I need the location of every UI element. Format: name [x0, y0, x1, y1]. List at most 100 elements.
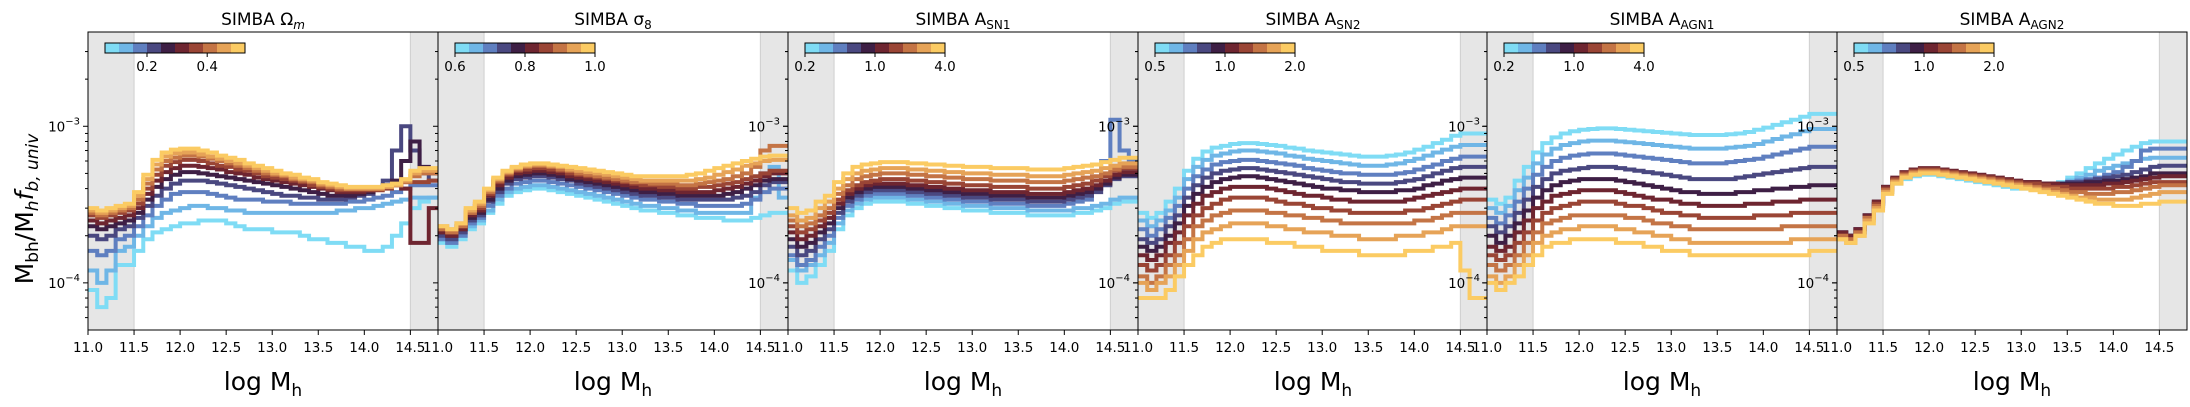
colorbar-swatch	[1518, 43, 1533, 53]
colorbar-swatch	[903, 43, 918, 53]
panel-title-main: SIMBA A	[1960, 10, 2031, 30]
x-tick-label: 13.0	[957, 340, 987, 356]
series-line-1	[88, 195, 438, 310]
colorbar-swatch	[119, 43, 134, 53]
panel-title: SIMBA AAGN1	[1610, 10, 1715, 32]
colorbar-tick-label: 1.0	[864, 59, 885, 75]
x-tick-label: 14.0	[1748, 340, 1778, 356]
x-tick-label: 13.0	[1656, 340, 1686, 356]
colorbar: 0.2 0.4	[104, 42, 246, 75]
x-tick-label: 14.5	[2144, 340, 2174, 356]
series-line-10	[88, 146, 438, 213]
series-group	[1138, 131, 1488, 301]
panel-title: SIMBA AAGN2	[1960, 10, 2065, 32]
colorbar-tick-label: 0.2	[794, 59, 815, 75]
x-axis-label-sub: h	[641, 381, 652, 401]
colorbar-tick-label: 0.6	[444, 59, 465, 75]
x-tick-label: 13.0	[607, 340, 637, 356]
panel-title-main: SIMBA A	[1265, 10, 1336, 30]
shaded-region	[438, 32, 485, 330]
colorbar-tick-label: 4.0	[934, 59, 955, 75]
x-tick-label: 11.0	[1472, 340, 1502, 356]
colorbar-swatch	[1574, 43, 1589, 53]
colorbar-swatch	[133, 43, 148, 53]
colorbar-swatch	[1910, 43, 1925, 53]
panel-title-sub: AGN1	[1680, 18, 1714, 32]
shaded-region	[1138, 32, 1185, 330]
colorbar-swatch	[847, 43, 862, 53]
colorbar-swatch	[1588, 43, 1603, 53]
x-axis-label-sub: h	[2040, 381, 2051, 401]
x-axis-label-main: log M	[1623, 367, 1691, 396]
y-tick-exponent: −4	[65, 273, 80, 284]
series-group	[88, 124, 438, 310]
y-tick-base: 10	[1098, 119, 1115, 135]
x-axis-label: log Mh	[1623, 367, 1701, 401]
x-tick-label: 14.5	[395, 340, 425, 356]
y-tick-base: 10	[1448, 119, 1465, 135]
colorbar-swatch	[175, 43, 190, 53]
series-line-2	[88, 195, 438, 285]
series-line-4	[1487, 164, 1837, 235]
x-tick-label: 12.0	[1564, 340, 1594, 356]
x-axis-label-main: log M	[1973, 367, 2041, 396]
series-group	[788, 117, 1138, 285]
panel-title-main: SIMBA A	[915, 10, 986, 30]
series-line-10	[1837, 171, 2187, 245]
colorbar-swatch	[1281, 43, 1296, 53]
y-tick-base: 10	[48, 276, 65, 292]
colorbar-swatch	[931, 43, 946, 53]
colorbar-swatch	[1882, 43, 1897, 53]
x-tick-label: 14.5	[1794, 340, 1824, 356]
panel-2: 11.0 11.5 12.0 12.5 13.0 13.5 14.0 14.510−410−3…	[423, 10, 789, 401]
panel-title-sub: AGN2	[2030, 18, 2064, 32]
colorbar: 0.5 1.0 2.0	[1144, 42, 1306, 75]
colorbar-swatch	[1980, 43, 1995, 53]
series-line-2	[438, 164, 788, 245]
x-tick-label: 11.0	[73, 340, 103, 356]
colorbar: 0.6 0.8 1.0	[444, 42, 606, 75]
colorbar-swatch	[1630, 43, 1645, 53]
panel-4: 11.0 11.5 12.0 12.5 13.0 13.5 14.0 14.510−410−3…	[1123, 10, 1489, 401]
series-group	[1837, 139, 2187, 245]
y-tick-base: 10	[1797, 119, 1814, 135]
colorbar-swatch	[553, 43, 568, 53]
x-tick-label: 11.0	[423, 340, 453, 356]
series-line-2	[1487, 127, 1837, 215]
colorbar-tick-label: 0.5	[1144, 59, 1165, 75]
panel-title-sub: 8	[644, 18, 652, 32]
colorbar-swatch	[833, 43, 848, 53]
y-tick-label-right: 10−4	[1797, 273, 1829, 292]
y-tick-label: 10−4	[48, 273, 80, 292]
colorbar-swatch	[1952, 43, 1967, 53]
colorbar-swatch	[525, 43, 540, 53]
colorbar-swatch	[1532, 43, 1547, 53]
x-tick-label: 14.0	[2098, 340, 2128, 356]
x-tick-label: 12.0	[515, 340, 545, 356]
colorbar: 0.5 1.0 2.0	[1843, 42, 2005, 75]
x-tick-label: 11.5	[119, 340, 149, 356]
y-tick-exponent: −4	[1814, 273, 1829, 284]
y-tick-base: 10	[1448, 276, 1465, 292]
colorbar-swatch	[1183, 43, 1198, 53]
shaded-region	[88, 32, 135, 330]
shaded-region	[1809, 32, 1837, 330]
x-axis-label-sub: h	[1341, 381, 1352, 401]
colorbar-swatch	[497, 43, 512, 53]
series-line-1	[1138, 131, 1488, 220]
colorbar-tick-label: 1.0	[584, 59, 605, 75]
colorbar: 0.2 1.0 4.0	[794, 42, 956, 75]
y-tick-label-right: 10−3	[1797, 116, 1829, 135]
y-tick-exponent: −4	[765, 273, 780, 284]
x-tick-label: 13.5	[1353, 340, 1383, 356]
series-line-5	[438, 171, 788, 238]
colorbar-tick-label: 0.4	[196, 59, 217, 75]
x-tick-label: 12.0	[865, 340, 895, 356]
series-line-4	[438, 174, 788, 242]
series-group	[1487, 111, 1837, 293]
x-tick-label: 11.5	[819, 340, 849, 356]
colorbar-frame	[104, 42, 246, 54]
x-axis-label: log Mh	[1274, 367, 1352, 401]
x-axis-label: log Mh	[1973, 367, 2051, 401]
series-line-1	[1487, 111, 1837, 206]
